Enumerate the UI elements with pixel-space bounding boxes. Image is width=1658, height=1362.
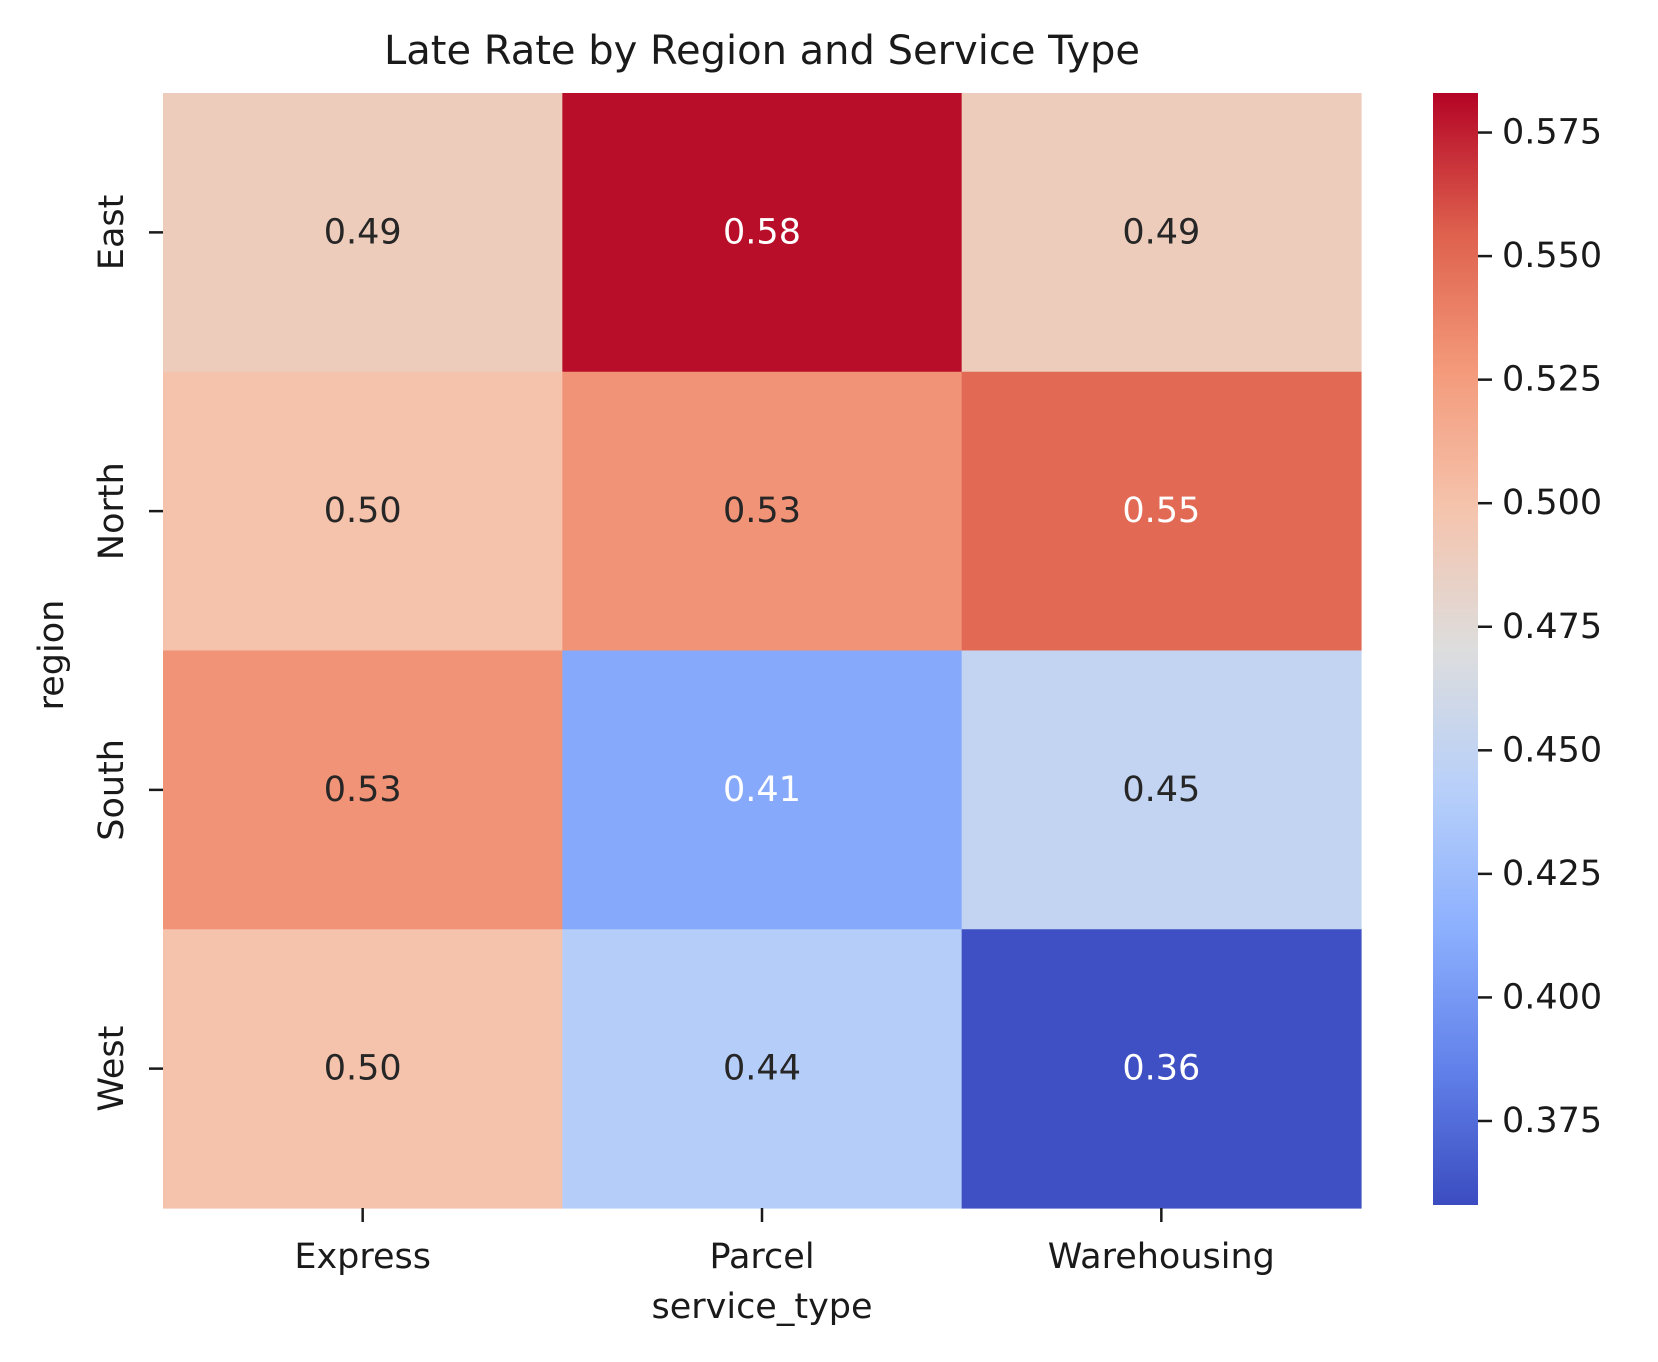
heatmap-cell-south-warehousing <box>961 650 1362 930</box>
y-tick-label: West <box>92 1026 132 1112</box>
heatmap-cell-west-parcel <box>562 929 963 1209</box>
heatmap-cell-labels: 0.49 0.58 0.49 0.50 0.53 0.55 0.53 0.41 0.45 0.50… <box>324 212 1201 1088</box>
colorbar-ticks: 0.375 0.400 0.425 0.450 0.475 0.500 0.525 0.550… <box>1478 113 1602 1141</box>
y-tick-label: East <box>92 195 132 271</box>
colorbar-tick-label: 0.375 <box>1502 1101 1602 1141</box>
colorbar <box>1433 93 1478 1205</box>
cell-label: 0.53 <box>324 770 402 810</box>
y-tick-label: North <box>92 462 132 560</box>
cell-label: 0.53 <box>723 491 801 531</box>
cell-label: 0.36 <box>1122 1049 1200 1089</box>
colorbar-tick-label: 0.550 <box>1502 236 1602 276</box>
heatmap-cell-east-express <box>163 93 563 373</box>
heatmap-cell-south-parcel <box>562 650 963 930</box>
heatmap-cell-west-express <box>163 929 563 1209</box>
heatmap-cell-west-warehousing <box>961 929 1362 1209</box>
heatmap-cell-north-express <box>163 371 563 652</box>
colorbar-tick-label: 0.475 <box>1502 607 1602 647</box>
cell-label: 0.50 <box>324 491 402 531</box>
y-axis-label: region <box>32 600 72 711</box>
cell-label: 0.45 <box>1122 770 1200 810</box>
x-axis-label: service_type <box>651 1287 872 1327</box>
heatmap-cell-south-express <box>163 650 563 930</box>
cell-label: 0.41 <box>723 770 801 810</box>
colorbar-tick-label: 0.575 <box>1502 113 1602 153</box>
heatmap-cell-east-parcel <box>562 93 963 373</box>
colorbar-tick-label: 0.425 <box>1502 854 1602 894</box>
heatmap-cell-north-parcel <box>562 371 963 652</box>
x-tick-label: Express <box>294 1237 431 1277</box>
cell-label: 0.50 <box>324 1049 402 1089</box>
cell-label: 0.49 <box>324 212 402 252</box>
heatmap-cell-east-warehousing <box>961 93 1362 373</box>
x-axis: Express Parcel Warehousing <box>294 1208 1275 1277</box>
heatmap-cells <box>163 93 1362 1209</box>
x-tick-label: Warehousing <box>1048 1237 1275 1277</box>
cell-label: 0.49 <box>1122 212 1200 252</box>
x-tick-label: Parcel <box>709 1237 814 1277</box>
colorbar-tick-label: 0.450 <box>1502 730 1602 770</box>
chart-title: Late Rate by Region and Service Type <box>384 28 1140 74</box>
y-tick-label: South <box>92 739 132 841</box>
y-axis: East North South West <box>92 195 163 1112</box>
colorbar-tick-label: 0.500 <box>1502 483 1602 523</box>
cell-label: 0.58 <box>723 212 801 252</box>
colorbar-tick-label: 0.525 <box>1502 360 1602 400</box>
heatmap-cell-north-warehousing <box>961 371 1362 652</box>
cell-label: 0.44 <box>723 1049 801 1089</box>
colorbar-tick-label: 0.400 <box>1502 977 1602 1017</box>
cell-label: 0.55 <box>1122 491 1200 531</box>
